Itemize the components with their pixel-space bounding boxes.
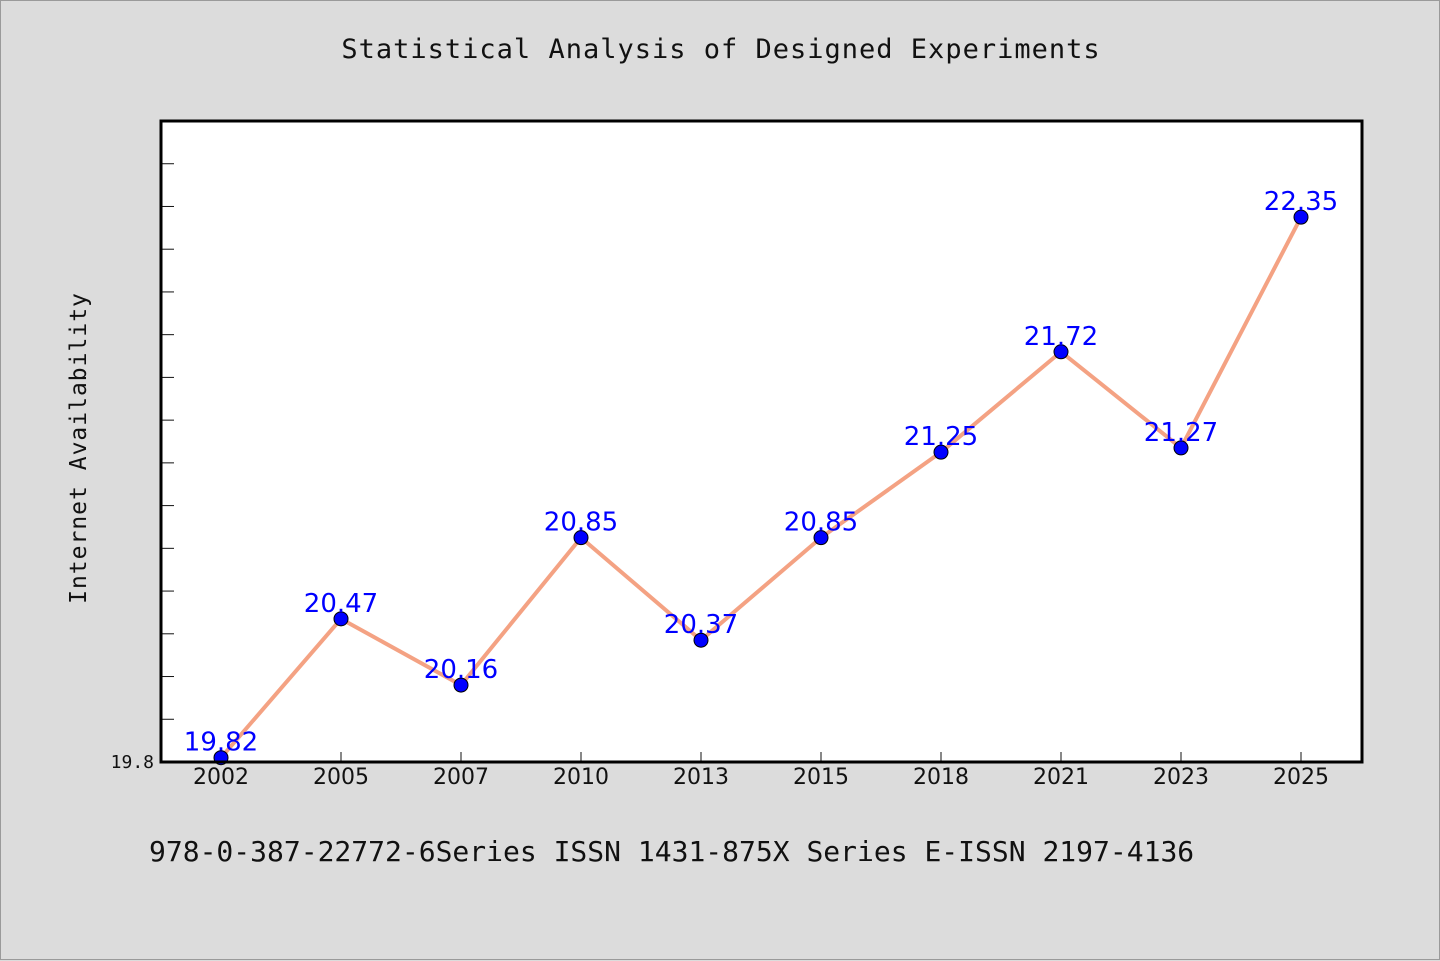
x-tick-label: 2018 — [913, 765, 969, 790]
x-tick-label: 2013 — [673, 765, 729, 790]
x-tick-label: 2010 — [553, 765, 609, 790]
data-label: 20.85 — [544, 508, 618, 538]
x-tick-label: 2025 — [1273, 765, 1329, 790]
data-label: 19.82 — [184, 728, 258, 758]
x-tick-label: 2007 — [433, 765, 489, 790]
data-point — [1053, 344, 1069, 360]
data-label: 21.72 — [1024, 322, 1098, 352]
data-point — [693, 632, 709, 648]
data-label: 20.47 — [304, 589, 378, 619]
chart-title: Statistical Analysis of Designed Experim… — [341, 34, 1101, 65]
data-point — [1173, 440, 1189, 456]
plot-frame — [159, 119, 1364, 764]
y-tick-label: 19.8 — [111, 752, 154, 773]
data-label: 20.85 — [784, 508, 858, 538]
data-label: 21.25 — [904, 422, 978, 452]
series-line — [219, 215, 1303, 760]
data-label: 21.27 — [1144, 418, 1218, 448]
x-tick-label: 2015 — [793, 765, 849, 790]
data-label: 20.16 — [424, 655, 498, 685]
data-point — [933, 444, 949, 460]
data-label: 20.37 — [664, 610, 738, 640]
data-point — [1293, 209, 1309, 225]
data-point — [573, 530, 589, 546]
footer-note: 978-0-387-22772-6Series ISSN 1431-875X S… — [149, 835, 1195, 868]
data-label: 22.35 — [1264, 187, 1338, 217]
x-tick-label: 2002 — [193, 765, 249, 790]
x-tick-label: 2023 — [1153, 765, 1209, 790]
plot-area — [161, 121, 1362, 762]
data-point — [813, 530, 829, 546]
data-point — [333, 611, 349, 627]
x-tick-label: 2005 — [313, 765, 369, 790]
x-tick-label: 2021 — [1033, 765, 1089, 790]
data-point — [453, 677, 469, 693]
